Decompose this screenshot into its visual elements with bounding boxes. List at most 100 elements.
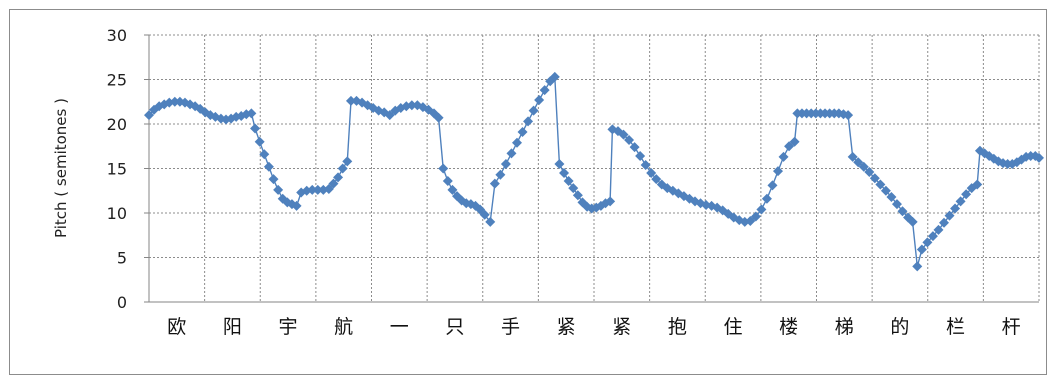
category-label: 住 xyxy=(724,316,743,338)
data-point xyxy=(495,169,506,180)
data-point xyxy=(772,166,783,177)
data-point xyxy=(933,224,944,235)
chart-frame xyxy=(9,9,1047,375)
data-point xyxy=(479,209,490,220)
data-point xyxy=(961,189,972,200)
data-point xyxy=(312,184,323,195)
category-label: 栏 xyxy=(946,316,965,338)
data-point xyxy=(651,174,662,185)
data-point xyxy=(438,163,449,174)
data-point xyxy=(254,136,265,147)
y-tick-label: 5 xyxy=(117,249,127,268)
data-point xyxy=(268,174,279,185)
axis-layer xyxy=(144,34,1039,303)
grid-layer xyxy=(149,34,1040,302)
data-point xyxy=(572,190,583,201)
data-point xyxy=(912,261,923,272)
data-point xyxy=(624,135,635,146)
data-point xyxy=(927,231,938,242)
data-point xyxy=(144,110,154,121)
data-point xyxy=(291,200,302,211)
data-point xyxy=(442,175,453,186)
data-point xyxy=(869,173,880,184)
data-point xyxy=(273,184,284,195)
data-point xyxy=(778,151,789,162)
data-point xyxy=(506,148,517,159)
data-point xyxy=(880,185,891,196)
y-tick-label: 20 xyxy=(107,115,127,134)
y-tick-label: 15 xyxy=(107,160,127,179)
data-point xyxy=(891,199,902,210)
data-point xyxy=(955,196,966,207)
data-point xyxy=(858,161,869,172)
data-point xyxy=(539,85,550,96)
category-label: 一 xyxy=(390,316,409,338)
y-tick-label: 30 xyxy=(107,26,127,45)
category-label: 航 xyxy=(334,316,353,338)
data-point xyxy=(568,183,579,194)
data-point xyxy=(847,151,858,162)
category-label: 只 xyxy=(445,316,464,338)
data-point xyxy=(406,100,417,111)
y-tick-label: 0 xyxy=(117,293,127,312)
data-point xyxy=(886,191,897,202)
category-label: 阳 xyxy=(223,316,242,338)
data-point xyxy=(263,161,274,172)
data-points xyxy=(144,71,1044,272)
data-point xyxy=(511,137,522,148)
data-point xyxy=(337,163,348,174)
data-point xyxy=(897,206,908,217)
data-point xyxy=(563,175,574,186)
data-point xyxy=(750,211,761,222)
data-point xyxy=(618,129,629,140)
y-axis-title: Pitch ( semitones ) xyxy=(52,98,70,238)
data-point xyxy=(447,184,458,195)
data-point xyxy=(500,159,511,170)
data-point xyxy=(939,217,950,228)
data-point xyxy=(907,216,918,227)
category-label: 紧 xyxy=(557,316,576,338)
data-point xyxy=(489,178,500,189)
data-point xyxy=(433,112,444,123)
category-label: 紧 xyxy=(612,316,631,338)
data-point xyxy=(559,167,570,178)
data-point xyxy=(345,95,356,106)
data-point xyxy=(864,167,875,178)
data-point xyxy=(789,136,800,147)
category-label: 梯 xyxy=(835,316,854,338)
y-tick-labels: 0 5 10 15 20 25 30 xyxy=(107,26,127,312)
category-label: 抱 xyxy=(668,316,687,338)
data-point xyxy=(640,159,651,170)
y-tick-label: 10 xyxy=(107,204,127,223)
data-point xyxy=(328,178,339,189)
data-point xyxy=(916,244,927,255)
category-label: 欧 xyxy=(167,316,186,338)
data-point xyxy=(554,159,565,170)
category-label: 楼 xyxy=(779,316,798,338)
data-point xyxy=(944,210,955,221)
data-point xyxy=(605,196,616,207)
data-point xyxy=(950,203,961,214)
data-point xyxy=(517,127,528,138)
data-point xyxy=(485,216,496,227)
data-point xyxy=(528,105,539,116)
data-point xyxy=(307,184,318,195)
data-point xyxy=(767,180,778,191)
data-point xyxy=(549,71,560,82)
data-point xyxy=(761,193,772,204)
data-point xyxy=(629,142,640,153)
data-point xyxy=(635,151,646,162)
data-point xyxy=(259,149,270,160)
data-point xyxy=(333,172,344,183)
data-point xyxy=(875,179,886,190)
y-tick-label: 25 xyxy=(107,71,127,90)
category-labels: 欧阳宇航一只手紧紧抱住楼梯的栏杆 xyxy=(167,316,1020,338)
data-point xyxy=(972,179,983,190)
data-point xyxy=(922,237,933,248)
category-label: 杆 xyxy=(1002,316,1021,338)
category-label: 的 xyxy=(890,316,909,338)
data-point xyxy=(1034,152,1044,163)
category-label: 手 xyxy=(501,316,520,338)
data-point xyxy=(250,123,261,134)
